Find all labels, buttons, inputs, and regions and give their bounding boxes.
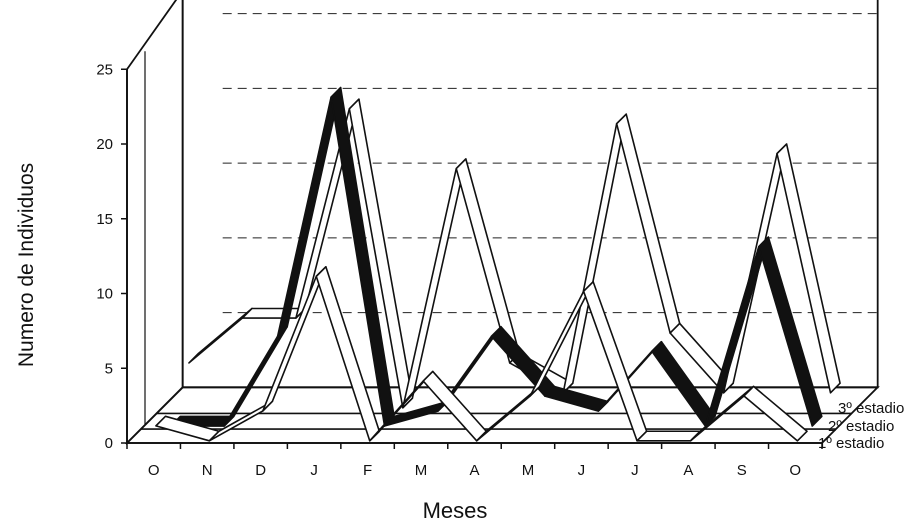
x-tick-label: J — [631, 462, 639, 479]
ribbon-segment — [743, 385, 808, 442]
axes: 0 5 10 15 20 25 O N D J F M A M J J A S O — [96, 61, 823, 479]
x-tick-label: A — [683, 462, 693, 479]
ribbon-segment — [544, 385, 609, 412]
ribbon-segment — [776, 143, 841, 394]
ribbon-segment — [757, 236, 823, 427]
series-ribbon — [155, 266, 808, 442]
series-ribbons — [155, 86, 841, 442]
y-tick-label: 5 — [105, 360, 113, 377]
y-axis-label: Numero de Individuos — [15, 163, 38, 367]
x-tick-label: O — [148, 462, 160, 479]
x-tick-label: O — [789, 462, 801, 479]
y-tick-label: 20 — [96, 136, 113, 153]
ribbon-segment — [490, 325, 556, 397]
ribbon-segment — [402, 158, 467, 409]
ribbon-segment — [188, 307, 253, 364]
y-tick-label: 25 — [96, 61, 113, 78]
ribbon-segment — [615, 113, 681, 334]
x-tick-label: S — [737, 462, 747, 479]
ribbon-segment — [636, 430, 701, 442]
series-ribbon — [169, 86, 823, 427]
side-wall — [126, 0, 184, 446]
x-tick-label: A — [469, 462, 479, 479]
x-axis-label: Meses — [423, 498, 488, 523]
ribbon-segment — [455, 158, 521, 364]
x-tick-label: D — [255, 462, 266, 479]
legend-label: 1º estadio — [818, 435, 884, 452]
ribbon-segment — [582, 280, 648, 442]
legend-label: 2º estadio — [828, 418, 894, 435]
x-tick-label: J — [310, 462, 318, 479]
y-tick-label: 0 — [105, 435, 113, 452]
y-tick-label: 15 — [96, 211, 113, 228]
x-tick-label: J — [578, 462, 586, 479]
x-tick-label: N — [202, 462, 213, 479]
x-tick-label: F — [363, 462, 372, 479]
legend-label: 3º estadio — [838, 400, 904, 417]
y-tick-label: 10 — [96, 286, 113, 303]
x-tick-label: M — [522, 462, 535, 479]
x-tick-label: M — [415, 462, 428, 479]
